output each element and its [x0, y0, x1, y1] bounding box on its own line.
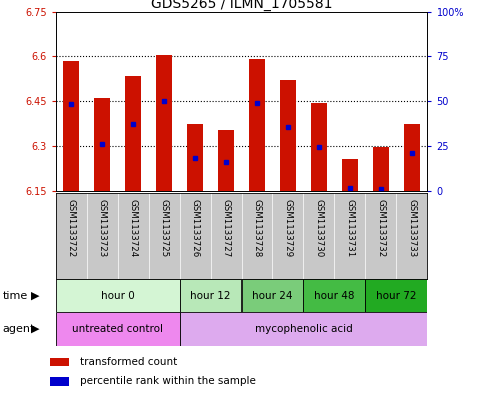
Text: GSM1133723: GSM1133723: [98, 200, 107, 258]
Text: agent: agent: [2, 324, 35, 334]
Text: percentile rank within the sample: percentile rank within the sample: [80, 376, 256, 386]
Text: GSM1133728: GSM1133728: [253, 200, 261, 258]
Bar: [125, 76, 141, 191]
Text: GSM1133732: GSM1133732: [376, 200, 385, 258]
Bar: [50, 358, 69, 366]
Text: time: time: [2, 291, 28, 301]
Text: hour 24: hour 24: [252, 291, 293, 301]
Text: GSM1133726: GSM1133726: [190, 200, 199, 258]
Text: untreated control: untreated control: [72, 324, 163, 334]
Bar: [63, 61, 79, 191]
Bar: [94, 98, 110, 191]
Bar: [242, 279, 303, 312]
Bar: [50, 377, 69, 386]
Text: GSM1133730: GSM1133730: [314, 200, 324, 258]
Bar: [156, 55, 172, 191]
Bar: [249, 59, 265, 191]
Text: ▶: ▶: [30, 324, 39, 334]
Bar: [280, 80, 296, 191]
Bar: [218, 130, 234, 191]
Bar: [303, 279, 366, 312]
Bar: [342, 159, 358, 191]
Text: hour 72: hour 72: [376, 291, 417, 301]
Text: hour 0: hour 0: [100, 291, 134, 301]
Text: ▶: ▶: [30, 291, 39, 301]
Text: GSM1133722: GSM1133722: [67, 200, 75, 258]
Title: GDS5265 / ILMN_1705581: GDS5265 / ILMN_1705581: [151, 0, 332, 11]
Text: hour 12: hour 12: [190, 291, 231, 301]
Text: hour 48: hour 48: [314, 291, 355, 301]
Text: mycophenolic acid: mycophenolic acid: [255, 324, 353, 334]
Bar: [180, 279, 242, 312]
Text: GSM1133733: GSM1133733: [408, 200, 416, 258]
Bar: [187, 123, 203, 191]
Text: GSM1133725: GSM1133725: [159, 200, 169, 258]
Bar: [311, 103, 327, 191]
Bar: [404, 123, 420, 191]
Bar: [56, 312, 180, 346]
Bar: [366, 279, 427, 312]
Text: GSM1133724: GSM1133724: [128, 200, 138, 258]
Text: GSM1133727: GSM1133727: [222, 200, 230, 258]
Bar: [56, 279, 180, 312]
Text: transformed count: transformed count: [80, 356, 177, 367]
Bar: [373, 147, 389, 191]
Text: GSM1133729: GSM1133729: [284, 200, 293, 258]
Text: GSM1133731: GSM1133731: [345, 200, 355, 258]
Bar: [180, 312, 427, 346]
